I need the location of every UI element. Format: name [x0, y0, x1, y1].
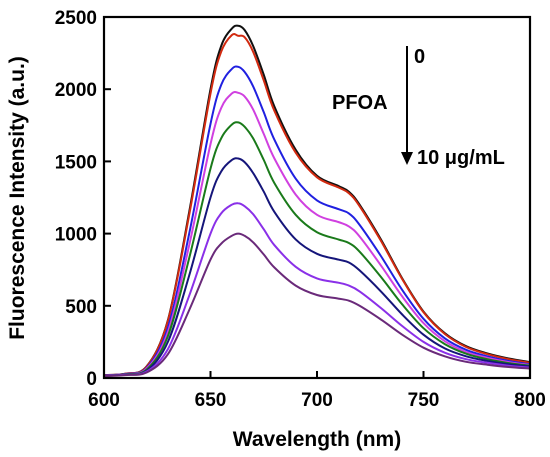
- x-tick-label-800: 800: [514, 390, 546, 411]
- x-tick-label-600: 600: [88, 390, 120, 411]
- x-tick-label-750: 750: [408, 390, 440, 411]
- y-tick-label-2500: 2500: [55, 8, 97, 29]
- y-axis-label: Fluorescence Intensity (a.u.): [6, 56, 29, 340]
- x-tick-label-700: 700: [301, 390, 333, 411]
- series-line-6: [103, 157, 531, 377]
- tick-layer: 600 650 700 750 800 0 500 1000 1500 2000 2500: [55, 8, 546, 411]
- x-tick-label-650: 650: [195, 390, 227, 411]
- x-axis-label: Wavelength (nm): [233, 428, 401, 451]
- series-line-2: [103, 33, 531, 377]
- series-layer: [103, 24, 531, 378]
- y-tick-label-1500: 1500: [55, 152, 97, 173]
- y-tick-label-2000: 2000: [55, 80, 97, 101]
- concentration-annotation: 0 PFOA 10 μg/mL: [332, 46, 505, 169]
- series-line-7: [103, 202, 531, 377]
- series-line-8: [103, 232, 531, 378]
- series-line-5: [103, 121, 531, 377]
- y-tick-label-0: 0: [86, 369, 97, 390]
- series-line-3: [103, 65, 531, 377]
- start-concentration-label: 0: [414, 46, 425, 68]
- end-concentration-label: 10 μg/mL: [417, 147, 505, 169]
- down-arrow-icon: [401, 152, 413, 165]
- series-line-4: [103, 91, 531, 377]
- analyte-label: PFOA: [332, 92, 388, 114]
- y-tick-label-1000: 1000: [55, 225, 97, 246]
- y-tick-label-500: 500: [65, 297, 97, 318]
